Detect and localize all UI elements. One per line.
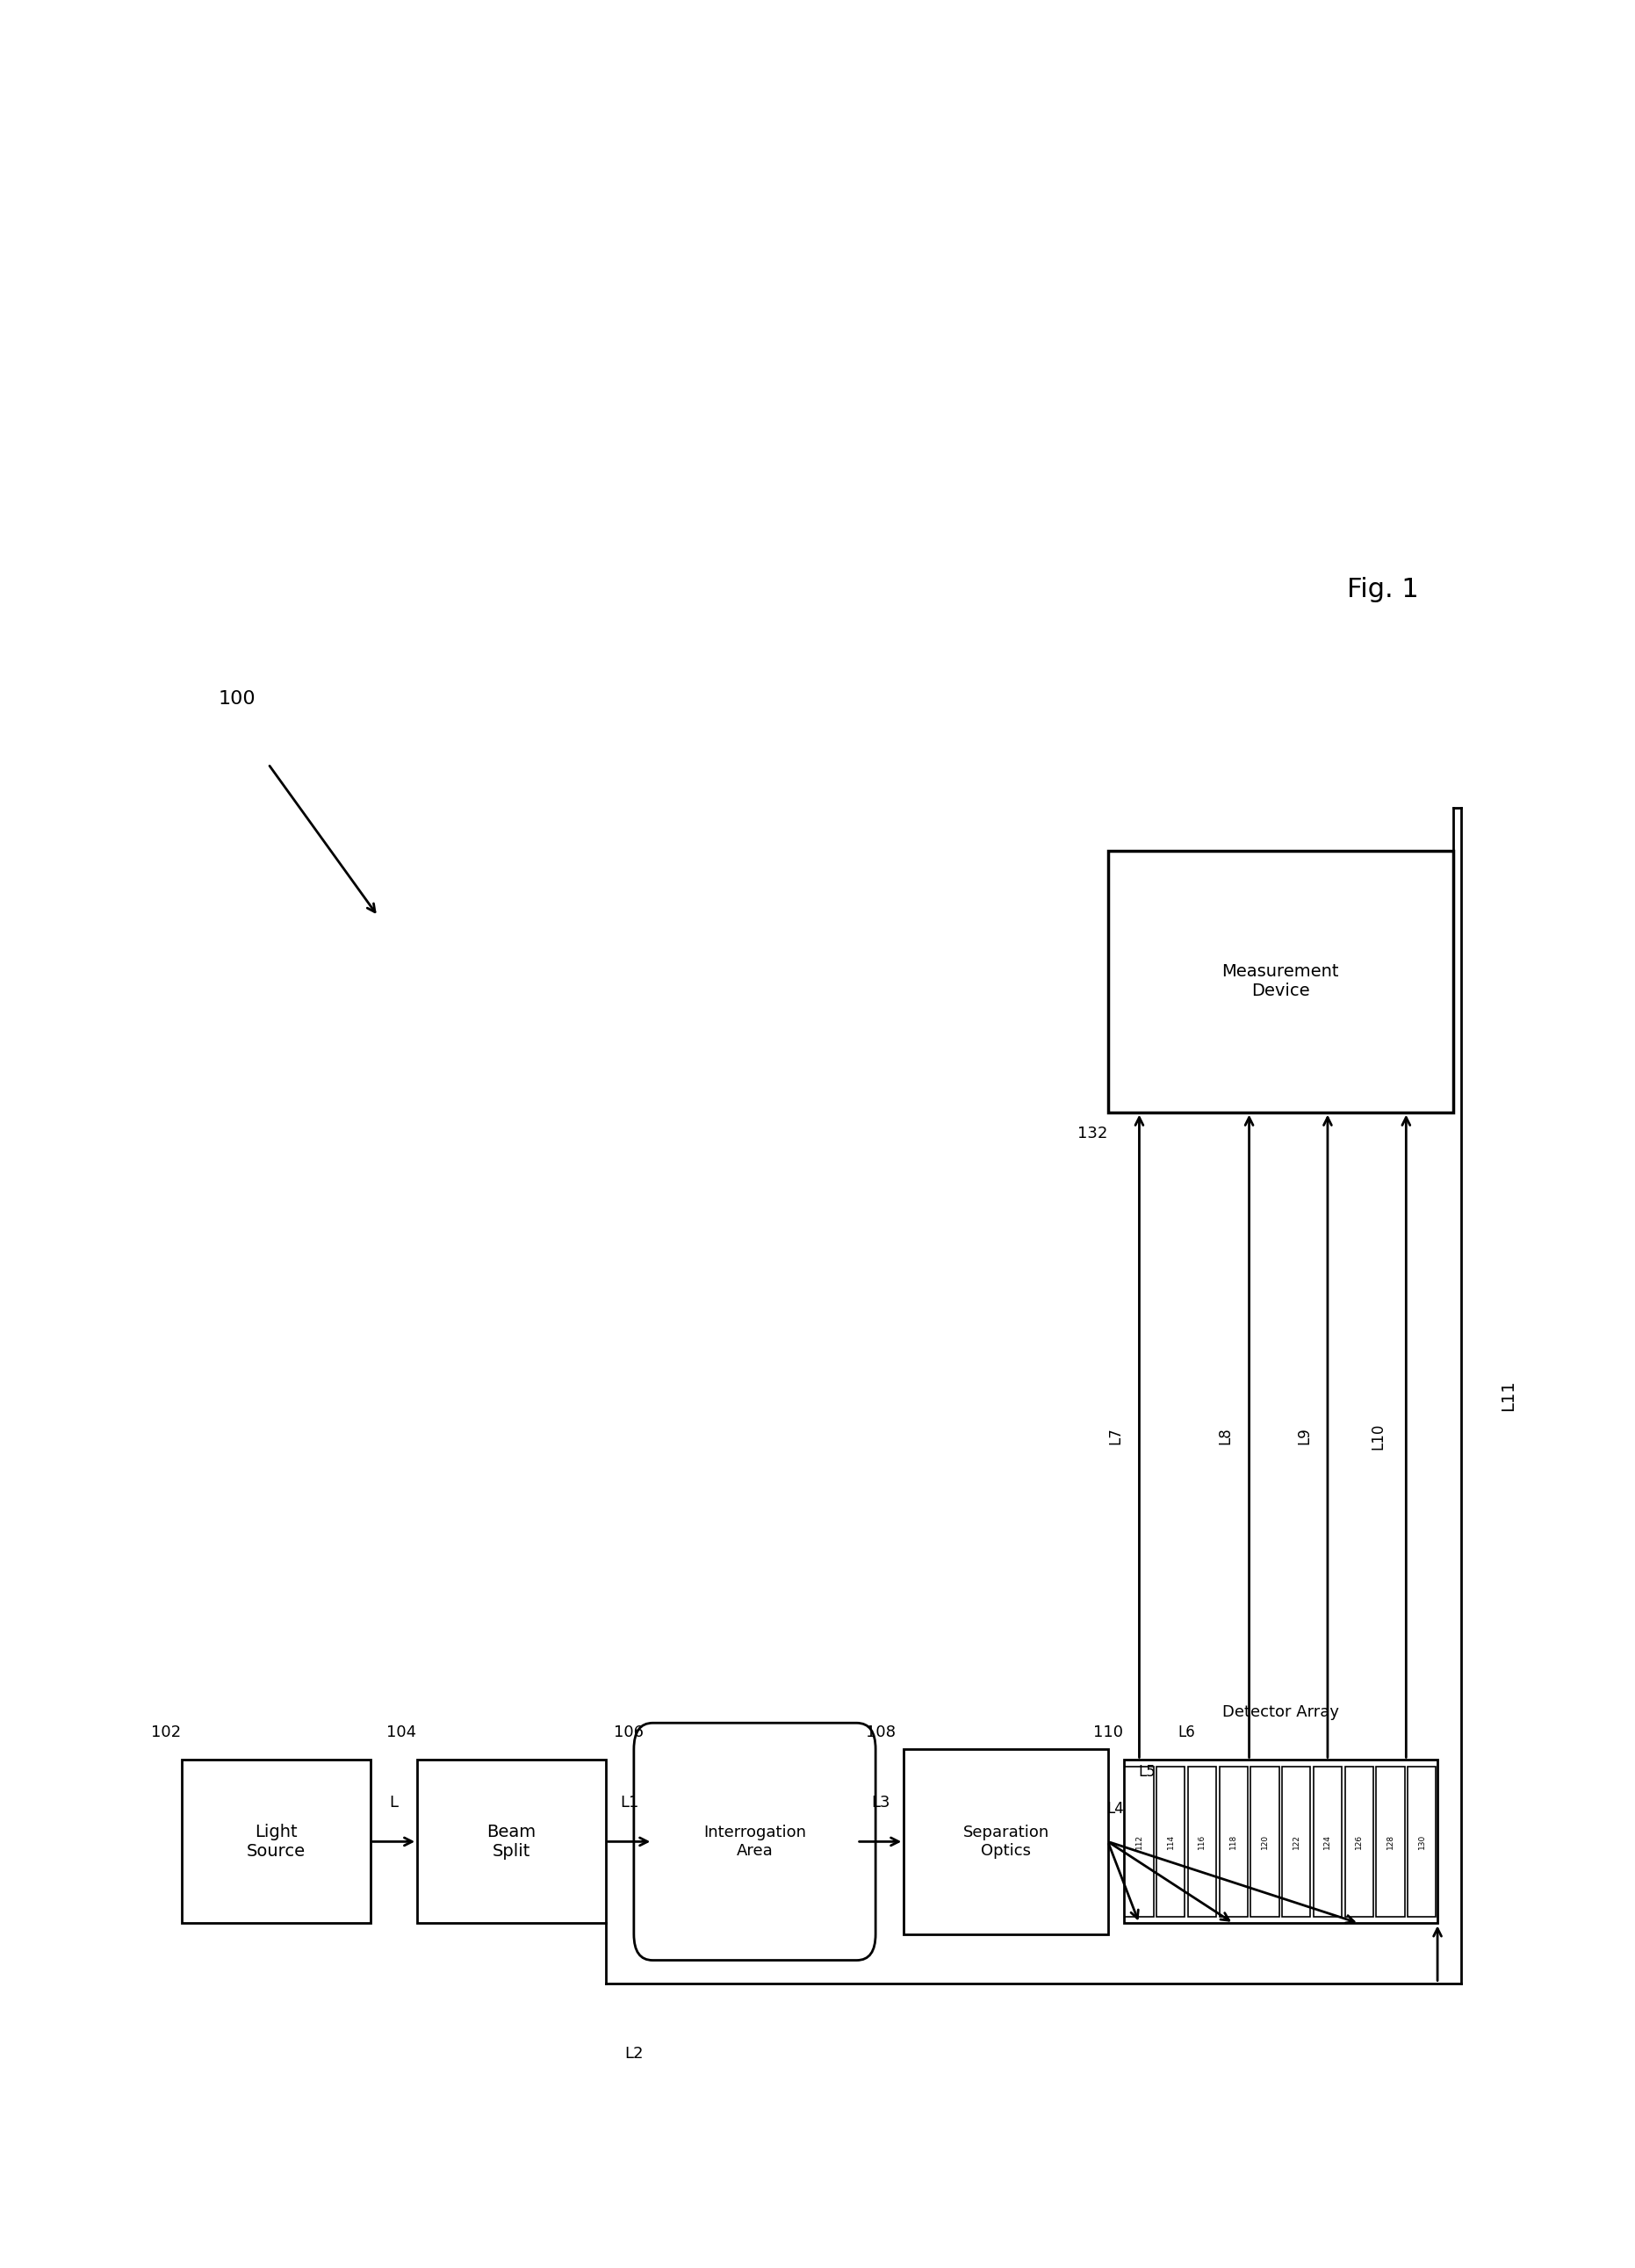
FancyBboxPatch shape [1377, 1767, 1404, 1916]
Text: 128: 128 [1386, 1835, 1395, 1848]
Text: Detector Array: Detector Array [1221, 1703, 1339, 1719]
Text: L5: L5 [1138, 1765, 1156, 1780]
Text: 108: 108 [865, 1726, 896, 1740]
Text: Fig. 1: Fig. 1 [1347, 576, 1419, 603]
Text: L2: L2 [625, 2046, 643, 2062]
Text: 102: 102 [150, 1726, 181, 1740]
Text: 106: 106 [615, 1726, 644, 1740]
Text: 116: 116 [1198, 1835, 1207, 1848]
Text: 118: 118 [1230, 1835, 1238, 1848]
FancyBboxPatch shape [1109, 850, 1454, 1111]
FancyBboxPatch shape [1313, 1767, 1342, 1916]
Text: 120: 120 [1261, 1835, 1269, 1848]
FancyBboxPatch shape [1282, 1767, 1310, 1916]
FancyBboxPatch shape [181, 1760, 370, 1923]
Text: L: L [389, 1794, 397, 1810]
FancyBboxPatch shape [1125, 1767, 1153, 1916]
Text: 112: 112 [1135, 1835, 1143, 1848]
FancyBboxPatch shape [1220, 1767, 1248, 1916]
Text: 126: 126 [1355, 1835, 1364, 1848]
Text: Measurement
Device: Measurement Device [1221, 964, 1339, 1000]
FancyBboxPatch shape [1156, 1767, 1185, 1916]
FancyBboxPatch shape [634, 1724, 876, 1960]
Text: L4: L4 [1107, 1801, 1125, 1817]
Text: L1: L1 [620, 1794, 639, 1810]
FancyBboxPatch shape [904, 1749, 1109, 1935]
Text: 122: 122 [1292, 1835, 1300, 1848]
Text: Interrogation
Area: Interrogation Area [703, 1823, 806, 1860]
Text: Separation
Optics: Separation Optics [963, 1823, 1050, 1860]
Text: Light
Source: Light Source [247, 1823, 306, 1860]
Text: 100: 100 [217, 689, 255, 708]
Text: 110: 110 [1092, 1726, 1123, 1740]
Text: 124: 124 [1324, 1835, 1331, 1848]
Text: 114: 114 [1167, 1835, 1174, 1848]
Text: 104: 104 [386, 1726, 417, 1740]
FancyBboxPatch shape [1123, 1760, 1437, 1923]
FancyBboxPatch shape [1408, 1767, 1436, 1916]
Text: L10: L10 [1370, 1422, 1386, 1449]
Text: L3: L3 [871, 1794, 889, 1810]
Text: 130: 130 [1418, 1835, 1426, 1848]
FancyBboxPatch shape [1189, 1767, 1216, 1916]
Text: Beam
Split: Beam Split [487, 1823, 536, 1860]
Text: L9: L9 [1297, 1427, 1311, 1445]
FancyBboxPatch shape [1251, 1767, 1279, 1916]
Text: 132: 132 [1077, 1127, 1107, 1141]
Text: L7: L7 [1109, 1427, 1123, 1445]
FancyBboxPatch shape [417, 1760, 605, 1923]
Text: L8: L8 [1218, 1427, 1233, 1445]
Text: L11: L11 [1499, 1379, 1517, 1411]
Text: L6: L6 [1177, 1726, 1195, 1740]
FancyBboxPatch shape [1346, 1767, 1373, 1916]
